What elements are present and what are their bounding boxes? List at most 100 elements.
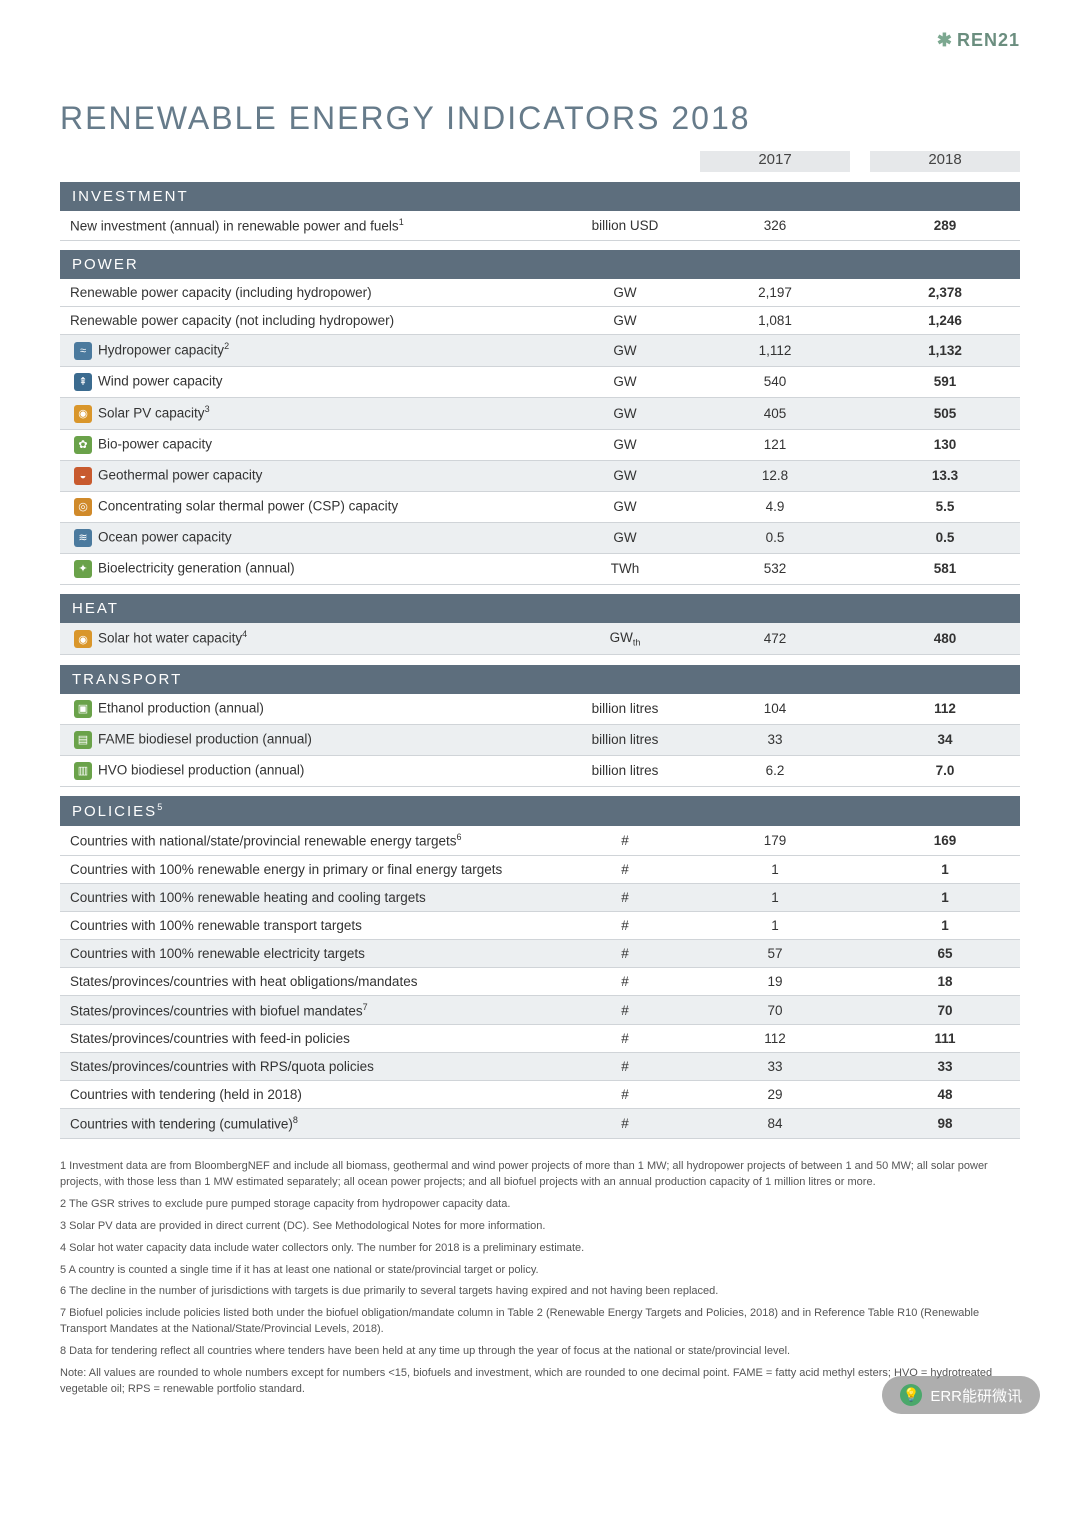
solarhw-icon: ◉	[74, 630, 92, 648]
row-value-2018: 591	[870, 366, 1020, 397]
footnote-1: 1 Investment data are from BloombergNEF …	[60, 1159, 1020, 1191]
row-label-text: States/provinces/countries with feed-in …	[70, 1031, 350, 1046]
geo-icon: ◒	[74, 467, 92, 485]
row-unit: billion litres	[550, 694, 700, 725]
row-label: ◎Concentrating solar thermal power (CSP)…	[60, 491, 550, 522]
table-row: Countries with national/state/provincial…	[60, 826, 1020, 855]
row-label: Countries with 100% renewable electricit…	[60, 939, 550, 967]
row-label: ✿Bio-power capacity	[60, 429, 550, 460]
footnote-5: 5 A country is counted a single time if …	[60, 1263, 1020, 1279]
table-row: Renewable power capacity (not including …	[60, 307, 1020, 335]
brand-icon: ✱	[937, 30, 953, 51]
watermark: 💡 ERR能研微讯	[882, 1376, 1040, 1414]
table-row: ▣Ethanol production (annual)billion litr…	[60, 694, 1020, 725]
footnote-6: 6 The decline in the number of jurisdict…	[60, 1284, 1020, 1300]
table-row: ◎Concentrating solar thermal power (CSP)…	[60, 491, 1020, 522]
row-value-2018: 1	[870, 883, 1020, 911]
footnote-8: 8 Data for tendering reflect all countri…	[60, 1344, 1020, 1360]
row-value-2018: 98	[870, 1109, 1020, 1139]
row-unit: #	[550, 939, 700, 967]
hvo-icon: ▥	[74, 762, 92, 780]
table-row: Countries with tendering (cumulative)8#8…	[60, 1109, 1020, 1139]
row-value-2017: 179	[700, 826, 850, 855]
table-row: States/provinces/countries with biofuel …	[60, 995, 1020, 1025]
section-header: POWER	[60, 250, 1020, 279]
row-value-2018: 34	[870, 724, 1020, 755]
table-row: ◉Solar hot water capacity4GWth472480	[60, 623, 1020, 654]
row-unit: billion litres	[550, 724, 700, 755]
row-label-text: Solar PV capacity	[98, 405, 205, 420]
row-value-2018: 1	[870, 855, 1020, 883]
row-value-2018: 169	[870, 826, 1020, 855]
row-value-2018: 13.3	[870, 460, 1020, 491]
row-unit: GW	[550, 460, 700, 491]
row-value-2018: 7.0	[870, 755, 1020, 786]
watermark-text: ERR能研微讯	[930, 1385, 1022, 1406]
row-unit: billion litres	[550, 755, 700, 786]
row-label: ≈Hydropower capacity2	[60, 335, 550, 367]
section-header: POLICIES5	[60, 796, 1020, 826]
table-row: ◉Solar PV capacity3GW405505	[60, 397, 1020, 429]
row-label-text: Countries with 100% renewable heating an…	[70, 890, 426, 905]
wind-icon: ⇞	[74, 373, 92, 391]
table-row: ◒Geothermal power capacityGW12.813.3	[60, 460, 1020, 491]
ethanol-icon: ▣	[74, 700, 92, 718]
row-value-2017: 4.9	[700, 491, 850, 522]
table-row: Countries with 100% renewable transport …	[60, 911, 1020, 939]
row-value-2018: 33	[870, 1053, 1020, 1081]
row-value-2018: 48	[870, 1081, 1020, 1109]
row-label-text: Countries with 100% renewable electricit…	[70, 946, 365, 961]
row-value-2017: 1	[700, 911, 850, 939]
row-value-2018: 70	[870, 995, 1020, 1025]
row-value-2017: 0.5	[700, 522, 850, 553]
row-value-2017: 1	[700, 883, 850, 911]
row-label: Countries with national/state/provincial…	[60, 826, 550, 855]
table-row: Renewable power capacity (including hydr…	[60, 279, 1020, 307]
row-value-2017: 57	[700, 939, 850, 967]
row-value-2018: 480	[870, 623, 1020, 654]
row-unit: #	[550, 826, 700, 855]
row-label-text: Geothermal power capacity	[98, 467, 262, 482]
footnote-7: 7 Biofuel policies include policies list…	[60, 1306, 1020, 1338]
table-row: ✿Bio-power capacityGW121130	[60, 429, 1020, 460]
row-unit: #	[550, 911, 700, 939]
row-value-2017: 1,112	[700, 335, 850, 367]
section-header-cell: HEAT	[60, 594, 1020, 623]
table-row: ✦Bioelectricity generation (annual)TWh53…	[60, 553, 1020, 584]
table-row: Countries with 100% renewable energy in …	[60, 855, 1020, 883]
row-unit: GW	[550, 307, 700, 335]
row-unit: GW	[550, 366, 700, 397]
indicators-table: 20172018 INVESTMENT New investment (annual…	[60, 151, 1020, 1139]
row-unit: #	[550, 1109, 700, 1139]
row-label: New investment (annual) in renewable pow…	[60, 211, 550, 240]
section-header: INVESTMENT	[60, 182, 1020, 211]
section-header-cell: TRANSPORT	[60, 665, 1020, 694]
row-unit: GW	[550, 279, 700, 307]
year-2017: 2017	[700, 151, 850, 172]
row-label-text: HVO biodiesel production (annual)	[98, 762, 304, 777]
row-label-text: Hydropower capacity	[98, 343, 224, 358]
row-label-text: Countries with national/state/provincial…	[70, 834, 456, 849]
row-value-2017: 472	[700, 623, 850, 654]
row-label: Countries with tendering (cumulative)8	[60, 1109, 550, 1139]
row-unit: GW	[550, 491, 700, 522]
table-row: ▤FAME biodiesel production (annual)billi…	[60, 724, 1020, 755]
watermark-icon: 💡	[900, 1384, 922, 1406]
footnotes: 1 Investment data are from BloombergNEF …	[60, 1159, 1020, 1398]
section-header-cell: POLICIES5	[60, 796, 1020, 826]
table-row: Countries with tendering (held in 2018)#…	[60, 1081, 1020, 1109]
row-label: States/provinces/countries with feed-in …	[60, 1025, 550, 1053]
row-value-2017: 405	[700, 397, 850, 429]
row-value-2018: 112	[870, 694, 1020, 725]
hydro-icon: ≈	[74, 342, 92, 360]
row-value-2017: 1	[700, 855, 850, 883]
row-unit: GW	[550, 429, 700, 460]
row-value-2017: 19	[700, 967, 850, 995]
year-header-row: 20172018	[60, 151, 1020, 172]
row-value-2018: 2,378	[870, 279, 1020, 307]
row-label-text: New investment (annual) in renewable pow…	[70, 219, 399, 234]
row-unit: GWth	[550, 623, 700, 654]
row-label-text: Countries with tendering (held in 2018)	[70, 1087, 302, 1102]
row-label-text: Concentrating solar thermal power (CSP) …	[98, 498, 398, 513]
table-row: ▥ HVO biodiesel production (annual) billio…	[60, 755, 1020, 786]
